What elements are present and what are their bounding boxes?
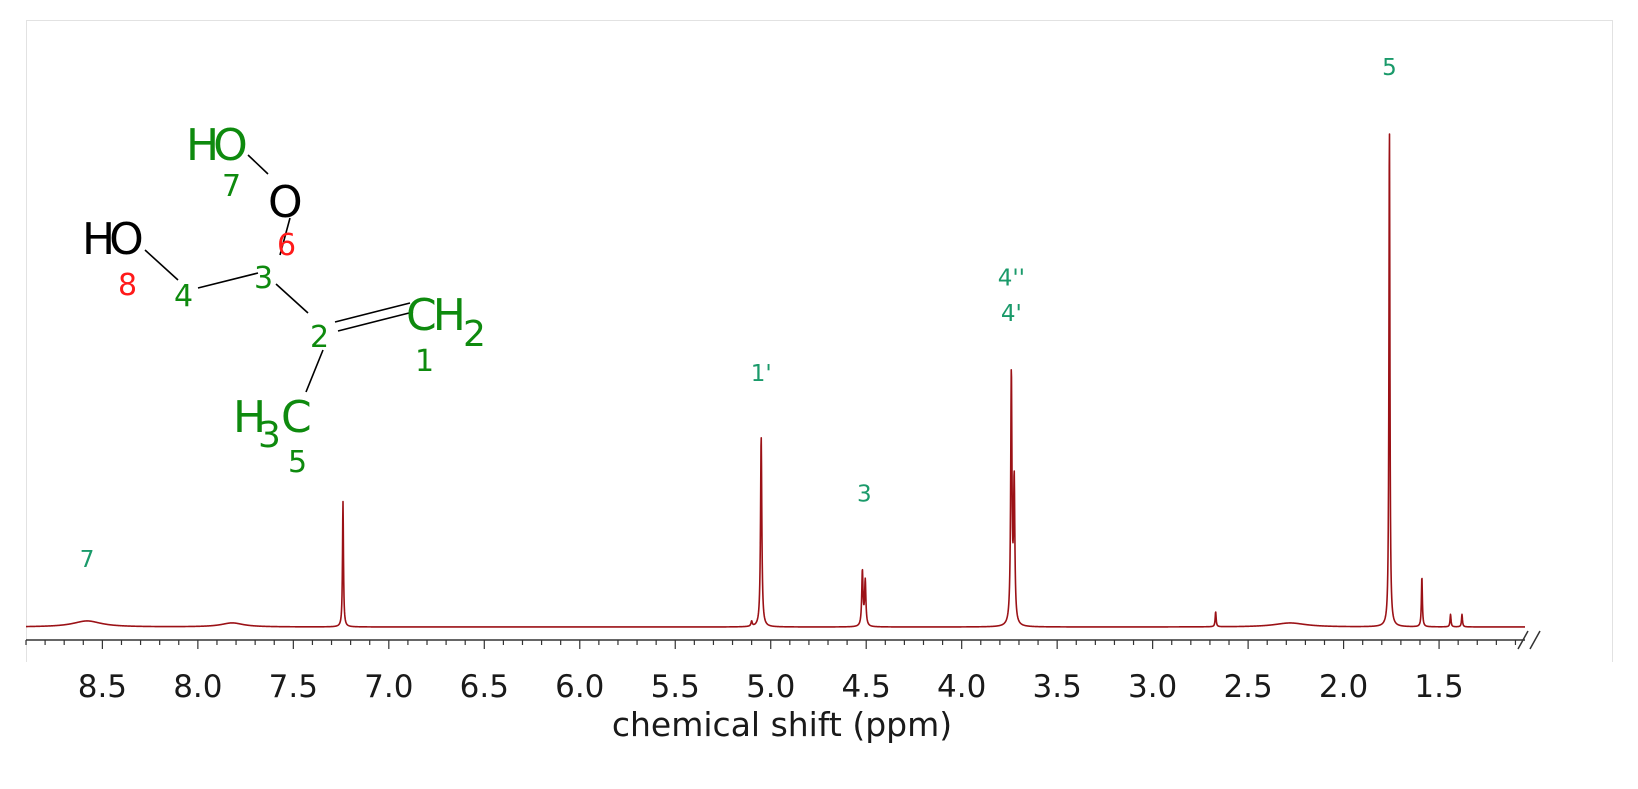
- x-tick-label: 5.0: [746, 669, 795, 705]
- bond-c2-c1-a: [334, 302, 411, 323]
- atom-number-1: 1: [415, 344, 434, 379]
- bond-c2-c1-b: [337, 311, 414, 332]
- peak-label: 3: [857, 482, 872, 508]
- atom-number-7: 7: [222, 169, 241, 204]
- atom-number-6: 6: [277, 228, 296, 263]
- bond-c4-c3: [197, 272, 259, 289]
- x-tick-label: 2.5: [1223, 669, 1272, 705]
- atom-ch2-sub: 2: [463, 314, 486, 355]
- x-axis-title: chemical shift (ppm): [612, 705, 952, 744]
- peak-label: 4'': [998, 266, 1025, 292]
- bond-c2-c5: [305, 349, 324, 393]
- bond-c3-c2: [275, 283, 309, 314]
- x-tick-label: 8.5: [78, 669, 127, 705]
- peak-annotations: 7 1' 3 4'' 4' 5: [80, 55, 1397, 573]
- x-tick-label: 2.0: [1319, 669, 1368, 705]
- x-tick-label: 7.5: [269, 669, 318, 705]
- peak-label: 4': [1001, 301, 1022, 327]
- bond-c4-o8: [144, 249, 179, 281]
- bond-o7-o6: [247, 154, 269, 175]
- atom-h3c-h: H: [233, 392, 266, 443]
- atom-ho-top: HO: [186, 120, 246, 171]
- x-tick-label: 3.5: [1033, 669, 1082, 705]
- axis-break-mark: [1517, 630, 1529, 650]
- x-axis: 8.5 8.0 7.5 7.0 6.5 6.0 5.5 5.0 4.5 4.0 3.5 3.0 2.5 2…: [25, 630, 1541, 705]
- x-tick-label: 4.0: [937, 669, 986, 705]
- atom-o-mid: O: [268, 177, 303, 228]
- x-tick-label: 3.0: [1128, 669, 1177, 705]
- x-tick-label: 5.5: [651, 669, 700, 705]
- plot-frame: [26, 20, 1613, 662]
- axis-break-mark: [1529, 630, 1541, 650]
- atom-number-2: 2: [310, 320, 329, 355]
- x-tick-label: 1.5: [1414, 669, 1463, 705]
- atom-h3c-sub: 3: [258, 415, 281, 456]
- x-tick-label: 7.0: [364, 669, 413, 705]
- x-tick-label: 6.0: [555, 669, 604, 705]
- atom-ho-left: HO: [82, 214, 142, 265]
- molecule-structure: HO O HO CH 2 H 3 C 7 6 8 4 3 2 1 5: [82, 120, 486, 480]
- atom-number-8: 8: [118, 268, 137, 303]
- peak-label: 5: [1382, 55, 1397, 81]
- spectrum-line: [25, 133, 1526, 628]
- bond-o6-c3: [279, 217, 291, 256]
- peak-label: 7: [80, 547, 95, 573]
- atom-number-3: 3: [254, 261, 273, 296]
- x-tick-label: 4.5: [842, 669, 891, 705]
- atom-ch2: CH: [406, 290, 462, 341]
- atom-number-5: 5: [288, 445, 307, 480]
- x-tick-label: 6.5: [460, 669, 509, 705]
- x-tick-label: 8.0: [173, 669, 222, 705]
- atom-number-4: 4: [174, 279, 193, 314]
- atom-h3c-c: C: [281, 392, 312, 443]
- peak-label: 1': [751, 361, 772, 387]
